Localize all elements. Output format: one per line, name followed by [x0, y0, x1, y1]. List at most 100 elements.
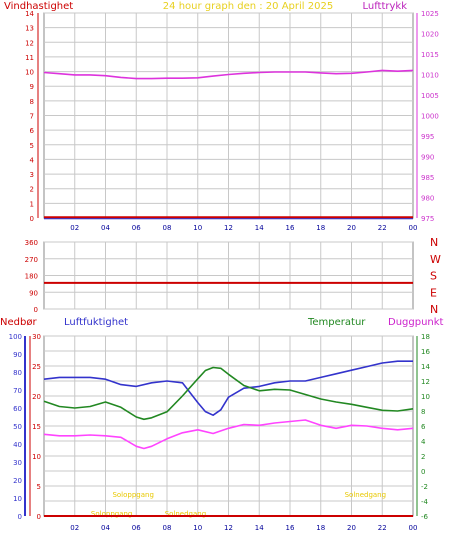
dewpoint-line	[43, 419, 414, 450]
humidity-y-tick-label: 0	[18, 513, 22, 521]
temperature-line	[43, 366, 414, 421]
temperature-y-tick-label: -6	[421, 513, 429, 521]
humidity-temperature-x-tick-label: 16	[286, 524, 295, 532]
rain-y-tick-label: 25	[32, 363, 41, 371]
temperature-y-tick-label: 8	[421, 408, 425, 416]
temperature-y-tick-label: -4	[421, 498, 429, 506]
sun-label: Solnedgang	[345, 491, 386, 499]
pressure-line	[43, 69, 414, 80]
rain-y-tick-label: 10	[32, 453, 41, 461]
wind-pressure-x-tick-label: 02	[70, 224, 79, 232]
wind-y-tick-label: 1	[30, 200, 34, 208]
humidity-temperature-x-tick-label: 08	[163, 524, 172, 532]
humidity-y-tick-label: 70	[13, 387, 22, 395]
temperature-y-tick-label: 0	[421, 468, 425, 476]
wind-y-tick-label: 5	[30, 142, 34, 150]
pressure-y-tick-label: 1000	[421, 113, 439, 121]
temperature-y-tick-label: 14	[421, 363, 430, 371]
humidity-y-tick-label: 60	[13, 405, 22, 413]
rain-y-tick-label: 20	[32, 393, 41, 401]
direction-y-tick-label: 0	[34, 306, 38, 314]
temperature-y-tick-label: 12	[421, 378, 430, 386]
wind-pressure-x-tick-label: 16	[286, 224, 295, 232]
rain-label: Nedbør	[0, 317, 37, 328]
pressure-y-tick-label: 995	[421, 133, 434, 141]
header-right-label: Lufttrykk	[362, 1, 407, 12]
humidity-y-tick-label: 90	[13, 351, 22, 359]
humidity-temperature-x-tick-label: 20	[347, 524, 356, 532]
wind-y-tick-label: 12	[25, 39, 34, 47]
header-title: 24 hour graph den : 20 April 2025	[163, 1, 333, 12]
humidity-y-tick-label: 40	[13, 441, 22, 449]
humidity-temperature-x-tick-label: 00	[409, 524, 418, 532]
wind-pressure-x-tick-label: 12	[224, 224, 233, 232]
wind-y-tick-label: 11	[25, 54, 34, 62]
humidity-line	[43, 360, 413, 417]
humidity-y-tick-label: 80	[13, 369, 22, 377]
pressure-y-tick-label: 1010	[421, 72, 439, 80]
temperature-y-tick-label: 6	[421, 423, 426, 431]
wind-y-tick-label: 0	[30, 215, 34, 223]
temperature-y-tick-label: 4	[421, 438, 426, 446]
humidity-temperature-x-tick-label: 18	[316, 524, 325, 532]
humidity-temperature-x-tick-label: 06	[132, 524, 141, 532]
wind-y-tick-label: 13	[25, 25, 34, 33]
direction-y-tick-label: 360	[25, 239, 38, 247]
temperature-y-tick-label: 2	[421, 453, 425, 461]
dewpoint-label: Duggpunkt	[388, 317, 444, 328]
humidity-y-tick-label: 20	[13, 477, 22, 485]
wind-y-tick-label: 8	[30, 98, 34, 106]
wind-y-tick-label: 6	[30, 127, 35, 135]
compass-label: W	[430, 253, 441, 266]
humidity-temperature-x-tick-label: 14	[255, 524, 264, 532]
wind-y-tick-label: 9	[30, 83, 34, 91]
humidity-temperature-x-tick-label: 10	[193, 524, 202, 532]
wind-y-tick-label: 10	[25, 69, 34, 77]
compass-label: S	[430, 270, 437, 283]
wind-pressure-x-tick-label: 10	[193, 224, 202, 232]
temperature-y-tick-label: 10	[421, 393, 430, 401]
humidity-temperature-x-tick-label: 22	[378, 524, 387, 532]
humidity-y-tick-label: 30	[13, 459, 22, 467]
direction-y-tick-label: 270	[25, 256, 38, 264]
humidity-temperature-x-tick-label: 12	[224, 524, 233, 532]
wind-pressure-x-tick-label: 20	[347, 224, 356, 232]
humidity-y-tick-label: 10	[13, 495, 22, 503]
rain-y-tick-label: 15	[32, 423, 41, 431]
humidity-temperature-chart: Nedbør Luftfuktighet Temperatur Duggpunkt 0 1…	[0, 317, 444, 532]
wind-pressure-x-tick-label: 14	[255, 224, 264, 232]
wind-y-tick-label: 4	[30, 156, 35, 164]
pressure-y-tick-label: 975	[421, 215, 434, 223]
direction-y-tick-label: 90	[29, 289, 38, 297]
wind-y-tick-label: 7	[30, 113, 34, 121]
pressure-y-tick-label: 990	[421, 154, 434, 162]
pressure-y-tick-label: 1020	[421, 31, 439, 39]
direction-y-tick-label: 180	[25, 273, 38, 281]
humidity-y-tick-label: 100	[9, 333, 22, 341]
pressure-y-tick-label: 1015	[421, 51, 439, 59]
wind-pressure-x-tick-label: 06	[132, 224, 141, 232]
rain-y-tick-label: 5	[37, 483, 41, 491]
rain-y-tick-label: 30	[32, 333, 41, 341]
humidity-label: Luftfuktighet	[64, 317, 128, 328]
temperature-y-tick-label: 16	[421, 348, 430, 356]
compass-label: N	[430, 303, 438, 316]
pressure-y-tick-label: 980	[421, 195, 434, 203]
rain-y-tick-label: 0	[37, 513, 41, 521]
wind-pressure-x-tick-label: 04	[101, 224, 110, 232]
wind-y-tick-label: 14	[25, 10, 34, 18]
wind-pressure-x-tick-label: 22	[378, 224, 387, 232]
pressure-y-tick-label: 985	[421, 174, 434, 182]
compass-label: N	[430, 236, 438, 249]
temperature-label: Temperatur	[307, 317, 366, 328]
sun-label: Soloppgang	[112, 491, 153, 499]
wind-pressure-x-tick-label: 18	[316, 224, 325, 232]
humidity-temperature-x-tick-label: 02	[70, 524, 79, 532]
wind-pressure-chart: 0123456789101112131497598098599099510001…	[25, 10, 439, 232]
pressure-y-tick-label: 1005	[421, 92, 439, 100]
wind-y-tick-label: 2	[30, 186, 34, 194]
temperature-y-tick-label: -2	[421, 483, 428, 491]
